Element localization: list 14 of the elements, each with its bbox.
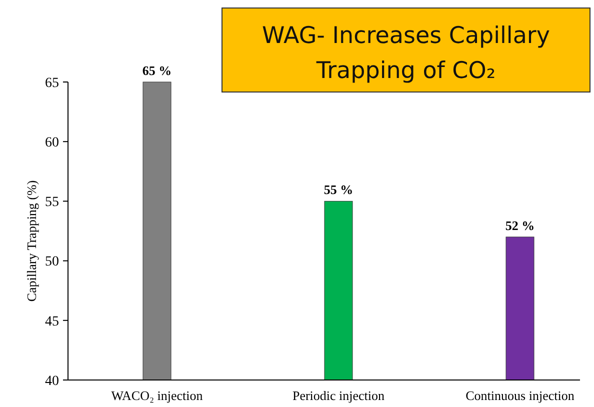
- y-tick-label: 65: [45, 76, 59, 91]
- x-tick-label: WACO₂ injection: [111, 388, 204, 403]
- data-label: 55 %: [324, 182, 354, 198]
- y-axis-title: Capillary Trapping (%): [24, 180, 39, 302]
- data-label: 52 %: [505, 218, 535, 233]
- y-tick-label: 55: [45, 195, 59, 210]
- y-tick-label: 50: [45, 254, 59, 270]
- y-tick-label: 45: [45, 314, 59, 330]
- chart-title: WAG- Increases Capillary Trapping of CO₂: [262, 23, 550, 84]
- data-label: 65 %: [142, 63, 172, 78]
- y-tick-label: 40: [45, 374, 59, 389]
- y-tick-label: 60: [45, 136, 59, 150]
- x-tick-label: Continuous injection: [466, 388, 575, 403]
- x-tick-label: Periodic injection: [292, 388, 386, 403]
